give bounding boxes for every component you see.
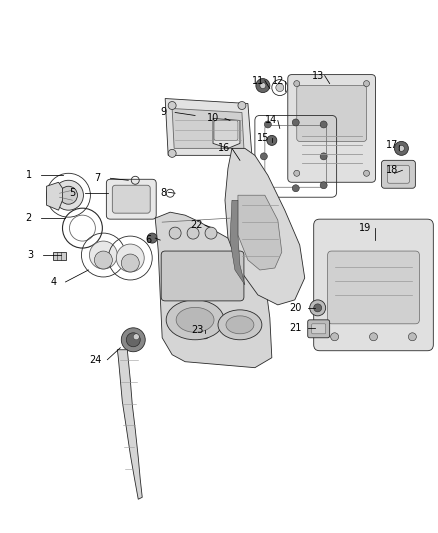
Circle shape — [370, 333, 378, 341]
Text: 17: 17 — [386, 140, 399, 150]
Circle shape — [294, 80, 300, 86]
Circle shape — [294, 171, 300, 176]
FancyBboxPatch shape — [381, 160, 415, 188]
Text: 3: 3 — [28, 250, 34, 260]
Text: 21: 21 — [290, 323, 302, 333]
Circle shape — [187, 227, 199, 239]
FancyBboxPatch shape — [312, 324, 326, 334]
Circle shape — [121, 328, 145, 352]
Text: 12: 12 — [272, 76, 284, 86]
Circle shape — [121, 254, 139, 272]
Polygon shape — [117, 350, 142, 499]
Polygon shape — [46, 182, 63, 210]
Circle shape — [169, 227, 181, 239]
Circle shape — [256, 78, 270, 93]
Ellipse shape — [176, 308, 214, 332]
Polygon shape — [165, 99, 252, 155]
Circle shape — [89, 241, 117, 269]
Circle shape — [260, 153, 267, 160]
Circle shape — [267, 135, 277, 146]
Text: 14: 14 — [265, 116, 277, 125]
Polygon shape — [155, 212, 272, 368]
Ellipse shape — [166, 300, 224, 340]
Text: 2: 2 — [25, 213, 32, 223]
Text: 13: 13 — [311, 70, 324, 80]
Circle shape — [265, 121, 271, 128]
Text: 22: 22 — [190, 220, 202, 230]
Circle shape — [133, 334, 139, 340]
Circle shape — [331, 333, 339, 341]
FancyBboxPatch shape — [314, 219, 433, 351]
Bar — [53, 252, 67, 260]
Circle shape — [395, 141, 408, 155]
FancyBboxPatch shape — [288, 75, 375, 182]
Ellipse shape — [226, 316, 254, 334]
FancyBboxPatch shape — [106, 179, 156, 219]
FancyBboxPatch shape — [308, 320, 330, 338]
Text: 19: 19 — [360, 223, 372, 233]
Circle shape — [238, 101, 246, 109]
Circle shape — [276, 84, 284, 92]
Circle shape — [95, 251, 112, 269]
Circle shape — [310, 300, 326, 316]
Text: 15: 15 — [257, 133, 269, 143]
Circle shape — [147, 233, 157, 243]
Circle shape — [265, 182, 271, 189]
Text: 10: 10 — [207, 114, 219, 124]
FancyBboxPatch shape — [214, 120, 238, 140]
Text: 4: 4 — [50, 277, 57, 287]
FancyBboxPatch shape — [112, 185, 150, 213]
Circle shape — [320, 121, 327, 128]
FancyBboxPatch shape — [328, 251, 419, 324]
Circle shape — [60, 186, 78, 204]
FancyBboxPatch shape — [297, 86, 367, 141]
Circle shape — [205, 227, 217, 239]
Text: 6: 6 — [145, 235, 151, 245]
Polygon shape — [225, 148, 305, 305]
Text: 5: 5 — [69, 188, 76, 198]
Circle shape — [292, 119, 299, 126]
FancyBboxPatch shape — [161, 251, 244, 301]
Circle shape — [168, 101, 176, 109]
Circle shape — [168, 149, 176, 157]
Text: 1: 1 — [25, 170, 32, 180]
Polygon shape — [230, 200, 245, 285]
Circle shape — [399, 146, 404, 151]
Polygon shape — [213, 118, 240, 148]
Circle shape — [364, 171, 370, 176]
Text: 7: 7 — [94, 173, 100, 183]
Circle shape — [408, 333, 417, 341]
Circle shape — [126, 333, 140, 347]
Circle shape — [292, 185, 299, 192]
Ellipse shape — [218, 310, 262, 340]
Polygon shape — [238, 195, 282, 270]
Polygon shape — [172, 109, 244, 148]
Text: 23: 23 — [191, 325, 203, 335]
Text: 11: 11 — [252, 76, 264, 86]
Text: 9: 9 — [160, 108, 166, 117]
Text: 20: 20 — [290, 303, 302, 313]
Circle shape — [314, 304, 321, 312]
Circle shape — [53, 180, 83, 210]
Circle shape — [238, 149, 246, 157]
Circle shape — [117, 244, 144, 272]
Circle shape — [260, 83, 266, 88]
Circle shape — [320, 153, 327, 160]
Circle shape — [201, 331, 209, 339]
Text: 16: 16 — [218, 143, 230, 154]
Circle shape — [320, 182, 327, 189]
FancyBboxPatch shape — [388, 165, 410, 183]
Text: 24: 24 — [89, 354, 102, 365]
Text: 8: 8 — [160, 188, 166, 198]
Circle shape — [364, 80, 370, 86]
Text: 18: 18 — [386, 165, 399, 175]
